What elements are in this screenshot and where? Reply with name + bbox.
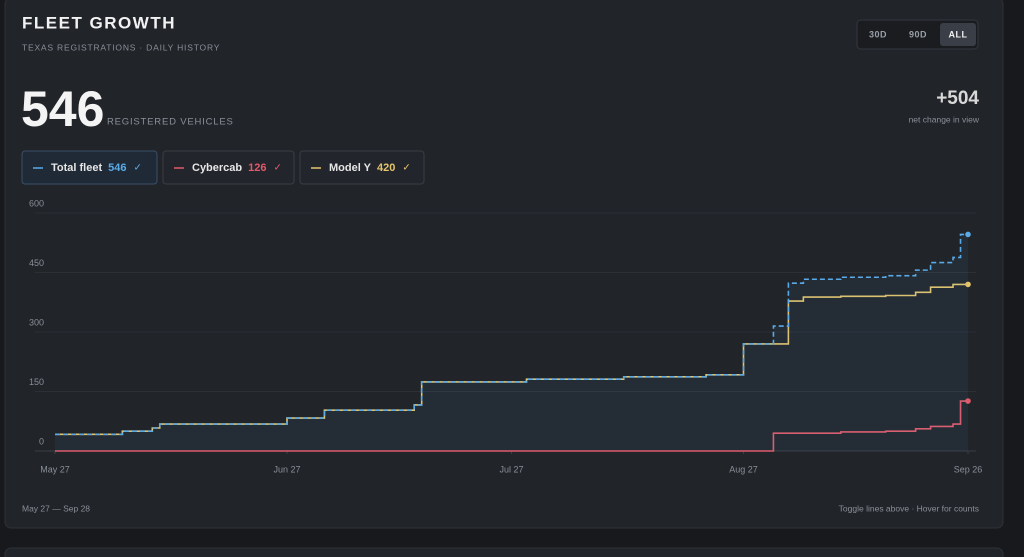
card (4, 0, 1004, 529)
toggle-name: Total fleet (51, 162, 102, 174)
toggle-box (21, 150, 158, 185)
range-button-label: 30D (869, 29, 887, 39)
series-toggle[interactable]: Model Y 420 ✓ (299, 150, 425, 185)
y-tick-label: 0 (39, 436, 44, 446)
toggle-value: 420 (377, 162, 395, 174)
x-tick-label: Jul 27 (499, 464, 523, 474)
toggle-box (162, 150, 295, 185)
toggle-value: 546 (108, 162, 126, 174)
series-toggle[interactable]: Cybercab 126 ✓ (162, 150, 295, 185)
end-dot (965, 231, 971, 238)
net-change-label: net change in view (909, 114, 980, 124)
x-tick-label: May 27 (40, 464, 70, 474)
end-dot (965, 281, 971, 288)
footer-hint: Toggle lines above · Hover for counts (839, 503, 979, 513)
fleet-total: 546 (21, 81, 104, 137)
next-card (4, 547, 1004, 557)
end-dot (965, 398, 971, 404)
range-button-label: ALL (949, 29, 968, 39)
series-line (55, 233, 968, 436)
footer-range: May 27 — Sep 28 (22, 503, 90, 513)
series-area (55, 234, 968, 451)
x-tick-label: Aug 27 (729, 464, 758, 474)
x-tick-label: Sep 26 (954, 464, 983, 474)
toggle-box (299, 150, 425, 185)
range-button-label: 90D (909, 29, 927, 39)
series-toggle[interactable]: Total fleet 546 ✓ (21, 150, 158, 185)
toggle-name: Cybercab (192, 162, 242, 174)
range-button-bg (940, 23, 976, 46)
range-button[interactable]: 90D (909, 29, 927, 39)
title: FLEET GROWTH (22, 13, 176, 32)
y-tick-label: 300 (29, 317, 44, 327)
toggle-check: ✓ (274, 163, 282, 174)
x-tick-label: Jun 27 (273, 464, 300, 474)
toggle-value: 126 (248, 162, 266, 174)
unit: REGISTERED VEHICLES (107, 117, 234, 128)
net-change: +504 (936, 88, 979, 109)
series-line (55, 400, 968, 452)
y-tick-label: 150 (29, 377, 44, 387)
range-button[interactable]: 30D (869, 29, 887, 39)
range-button[interactable]: ALL (940, 23, 976, 46)
subtitle: TEXAS REGISTRATIONS · DAILY HISTORY (22, 42, 220, 52)
toggle-check: ✓ (402, 163, 410, 174)
y-tick-label: 450 (29, 258, 44, 268)
y-tick-label: 600 (29, 198, 44, 208)
toggle-name: Model Y (329, 162, 372, 174)
toggle-check: ✓ (134, 163, 142, 174)
